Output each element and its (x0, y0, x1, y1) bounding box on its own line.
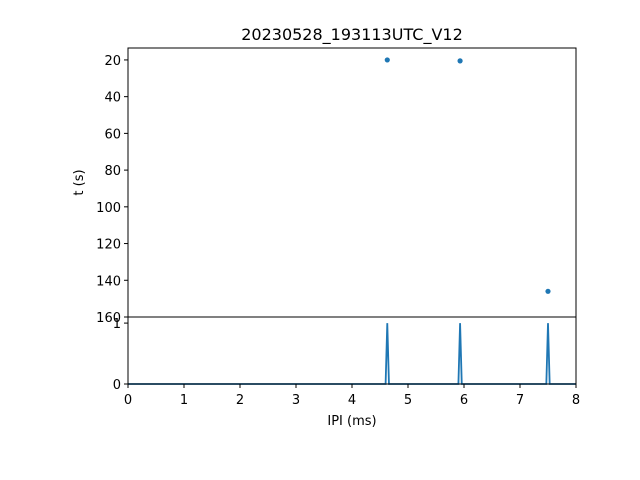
bottom-line-series (128, 323, 576, 385)
top-y-tick-label-140: 140 (96, 274, 121, 289)
top-panel-frame (127, 47, 577, 318)
bottom-y-tick-label-1: 1 (113, 317, 121, 332)
bottom-x-axis-label: IPI (ms) (327, 414, 376, 429)
top-y-axis: 20 40 60 80 100 120 140 160 (96, 54, 128, 326)
top-y-tick-label-40: 40 (104, 91, 121, 106)
top-y-tick-label-80: 80 (104, 164, 121, 179)
chart-title: 20230528_193113UTC_V12 (241, 25, 463, 45)
top-y-axis-label: t (s) (72, 169, 87, 195)
bottom-x-axis: 0 1 2 3 4 5 6 7 8 (124, 384, 580, 408)
scatter-point-2 (457, 58, 463, 64)
x-tick-label-8: 8 (572, 393, 580, 408)
bottom-panel-frame (127, 316, 577, 385)
top-y-tick-label-20: 20 (104, 54, 121, 69)
x-tick-label-6: 6 (460, 393, 468, 408)
scatter-point-1 (384, 57, 390, 63)
bottom-y-axis: 01 (113, 317, 128, 393)
top-y-tick-label-160: 160 (96, 311, 121, 326)
top-y-tick-label-100: 100 (96, 201, 121, 216)
top-scatter-series (384, 57, 551, 294)
x-tick-label-2: 2 (236, 393, 244, 408)
x-tick-label-0: 0 (124, 393, 132, 408)
ipi-histogram-line (128, 323, 576, 385)
top-y-tick-label-120: 120 (96, 238, 121, 253)
scatter-point-3 (545, 288, 551, 294)
x-tick-label-5: 5 (404, 393, 412, 408)
top-panel: 20 40 60 80 100 120 140 160 t (s) (72, 47, 577, 326)
x-tick-label-7: 7 (516, 393, 524, 408)
top-y-tick-label-60: 60 (104, 127, 121, 142)
bottom-y-tick-label-0: 0 (113, 378, 121, 393)
x-tick-label-3: 3 (292, 393, 300, 408)
x-tick-label-1: 1 (180, 393, 188, 408)
x-tick-label-4: 4 (348, 393, 356, 408)
